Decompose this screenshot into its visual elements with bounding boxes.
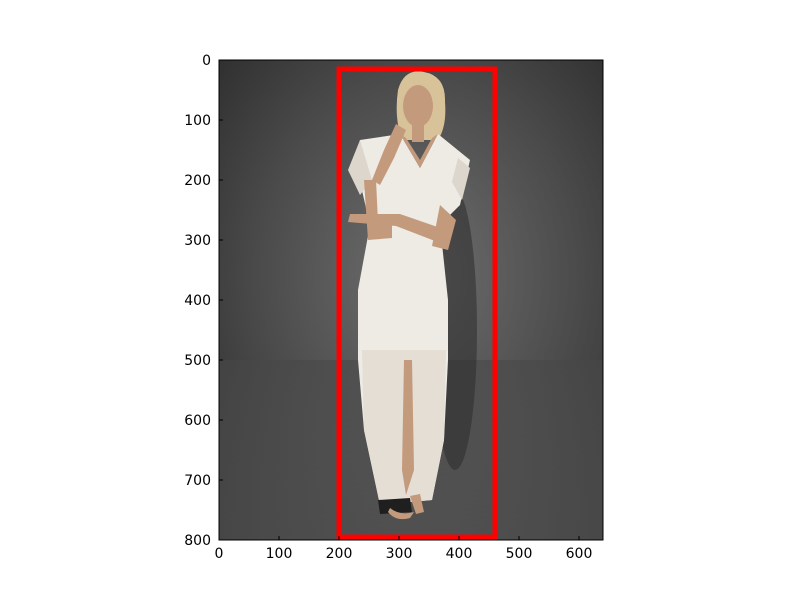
x-tick-label: 0 — [215, 546, 224, 562]
y-axis: 0 100 200 300 400 500 600 700 800 — [184, 53, 223, 549]
y-tick-label: 0 — [202, 53, 211, 69]
y-tick-label: 800 — [184, 533, 211, 549]
model-figure — [348, 71, 470, 520]
y-tick-label: 600 — [184, 413, 211, 429]
x-tick-label: 100 — [266, 546, 293, 562]
x-tick-label: 500 — [506, 546, 533, 562]
x-tick-label: 600 — [566, 546, 593, 562]
annotation-bounding-box — [336, 66, 498, 540]
x-tick-label: 300 — [386, 546, 413, 562]
y-tick-label: 100 — [184, 113, 211, 129]
y-tick-label: 200 — [184, 173, 211, 189]
y-tick-label: 400 — [184, 293, 211, 309]
y-tick-label: 500 — [184, 353, 211, 369]
y-tick-label: 300 — [184, 233, 211, 249]
y-tick-label: 700 — [184, 473, 211, 489]
photo-image — [219, 60, 603, 540]
x-tick-label: 400 — [446, 546, 473, 562]
x-tick-label: 200 — [326, 546, 353, 562]
x-axis: 0 100 200 300 400 500 600 — [215, 536, 593, 562]
